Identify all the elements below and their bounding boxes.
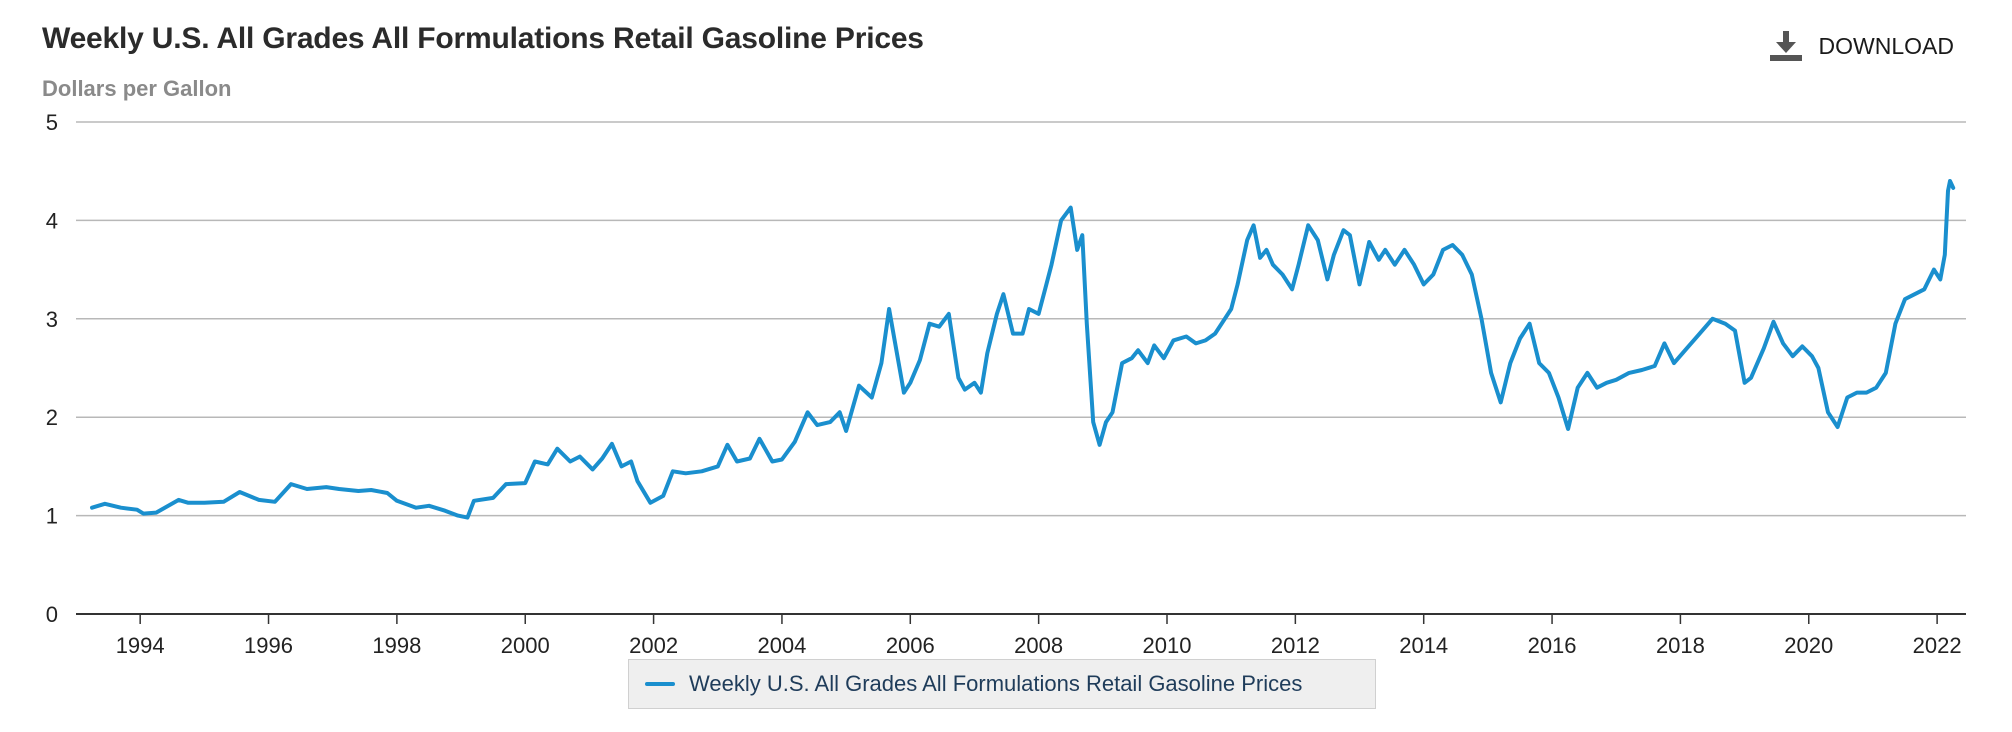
legend-swatch [645,682,675,686]
x-tick-label: 2016 [1528,633,1577,658]
y-tick-label: 2 [46,405,58,430]
chart-title: Weekly U.S. All Grades All Formulations … [42,22,924,55]
legend-item[interactable]: Weekly U.S. All Grades All Formulations … [628,659,1376,709]
x-tick-label: 2012 [1271,633,1320,658]
series-line-0[interactable] [90,179,1956,520]
x-tick-label: 2006 [886,633,935,658]
download-label: DOWNLOAD [1818,32,1954,59]
x-tick-label: 2004 [757,633,806,658]
x-tick-label: 1998 [372,633,421,658]
download-button[interactable]: DOWNLOAD [1769,30,1954,62]
y-tick-label: 1 [46,504,58,529]
x-tick-label: 2008 [1014,633,1063,658]
x-tick-label: 2014 [1399,633,1448,658]
series-layer [90,179,1956,520]
x-tick-label: 1994 [116,633,165,658]
y-tick-label: 0 [46,602,58,627]
x-tick-label: 2002 [629,633,678,658]
legend-label: Weekly U.S. All Grades All Formulations … [689,671,1303,696]
axis-layer: 0 1 2 3 4 5 1994 1996 1998 2000 2002 2004 2006 2008 20… [46,110,1966,658]
chart-subtitle: Dollars per Gallon [42,76,232,101]
y-tick-label: 3 [46,307,58,332]
y-tick-label: 5 [46,110,58,135]
download-icon [1769,30,1803,62]
x-tick-label: 2018 [1656,633,1705,658]
x-tick-label: 2020 [1784,633,1833,658]
y-tick-label: 4 [46,208,58,233]
grid-layer [76,121,1966,517]
x-tick-label: 2022 [1913,633,1962,658]
x-tick-label: 2010 [1143,633,1192,658]
x-tick-label: 1996 [244,633,293,658]
x-tick-label: 2000 [501,633,550,658]
